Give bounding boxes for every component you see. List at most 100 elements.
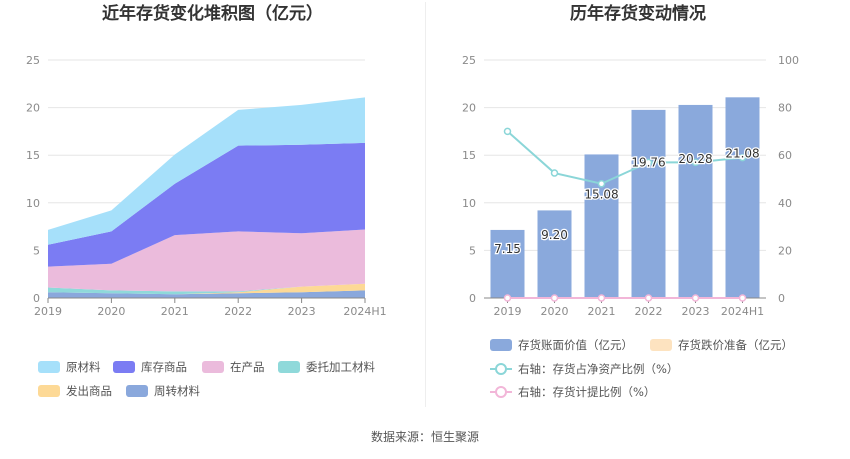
legend-item-book-value[interactable]: 存货账面价值（亿元） — [490, 337, 633, 353]
bar-label-0: 7.15 — [494, 242, 521, 256]
right-y-tick-0: 0 — [469, 292, 476, 305]
bar-label-5: 21.08 — [725, 147, 759, 161]
point-accrual-ratio-1 — [550, 294, 559, 302]
point-accrual-ratio-3 — [644, 294, 653, 302]
legend-label-raw: 原材料 — [66, 360, 101, 374]
left-x-tick-0: 2019 — [34, 305, 62, 318]
legend-item-wip[interactable]: 在产品 — [202, 359, 265, 375]
point-accrual-ratio-0 — [503, 294, 512, 302]
right-x-tick-1: 2020 — [541, 305, 569, 318]
legend-swatch-shipped — [38, 385, 60, 397]
legend-label-net-asset-ratio: 右轴：存货占净资产比例（%） — [518, 362, 679, 376]
legend-item-inventory[interactable]: 库存商品 — [113, 359, 187, 375]
legend-label-book-value: 存货账面价值（亿元） — [518, 338, 633, 352]
bar-label-2: 15.08 — [584, 188, 618, 202]
right-y-tick-5: 25 — [462, 54, 476, 67]
right-x-tick-3: 2022 — [635, 305, 663, 318]
bar-label-4: 20.28 — [678, 152, 712, 166]
bar-book-value-4 — [678, 104, 713, 298]
right-y-tick-1: 5 — [469, 244, 476, 257]
stacked-area-chart-panel: 近年存货变化堆积图（亿元） 0 5 10 15 20 25 2019 2020 2021 2022… — [0, 0, 425, 412]
legend-swatch-provision — [650, 339, 672, 351]
bar-label-3: 19.76 — [631, 156, 665, 170]
left-y-tick-5: 25 — [26, 54, 40, 67]
area-consign — [48, 283, 365, 295]
right-y2-tick-2: 40 — [778, 197, 792, 210]
left-x-tick-2: 2021 — [161, 305, 189, 318]
right-x-tick-4: 2023 — [682, 305, 710, 318]
point-net-asset-ratio-2 — [597, 180, 606, 188]
legend-swatch-accrual-ratio — [490, 386, 512, 398]
area-raw — [48, 97, 365, 245]
legend-label-consign: 委托加工材料 — [306, 360, 375, 374]
legend-item-accrual-ratio[interactable]: 右轴：存货计提比例（%） — [490, 384, 655, 400]
data-source-note: 数据来源：恒生聚源 — [370, 430, 479, 444]
panel-divider — [425, 2, 426, 407]
right-y2-tick-4: 80 — [778, 102, 792, 115]
point-accrual-ratio-5 — [738, 294, 747, 302]
stacked-area-chart: 0 5 10 15 20 25 2019 2020 2021 2022 2023 2024H1 — [26, 54, 387, 318]
legend-item-shipped[interactable]: 发出商品 — [38, 383, 112, 399]
left-chart-legend: 原材料 库存商品 在产品 委托加工材料 发出商品 周转材料 — [0, 0, 425, 412]
right-y2-tick-3: 60 — [778, 149, 792, 162]
point-net-asset-ratio-0 — [503, 127, 512, 136]
bar-line-chart: 0 5 10 15 20 25 0 20 40 60 80 100 2019 2020 2021 2022 20… — [462, 54, 799, 318]
bar-book-value-0 — [490, 229, 525, 298]
legend-label-turnover: 周转材料 — [154, 384, 200, 398]
left-y-tick-1: 5 — [33, 244, 40, 257]
point-net-asset-ratio-3 — [644, 158, 653, 167]
left-y-tick-2: 10 — [26, 197, 40, 210]
area-wip — [48, 229, 365, 292]
legend-swatch-net-asset-ratio — [490, 363, 512, 375]
right-y2-tick-0: 0 — [778, 292, 785, 305]
legend-label-shipped: 发出商品 — [66, 384, 112, 398]
legend-swatch-turnover — [126, 385, 148, 397]
right-chart-legend: 存货账面价值（亿元） 存货跌价准备（亿元） 右轴：存货占净资产比例（%） 右轴：… — [426, 0, 850, 412]
right-y2-tick-5: 100 — [778, 54, 799, 67]
legend-item-net-asset-ratio[interactable]: 右轴：存货占净资产比例（%） — [490, 361, 678, 377]
left-x-tick-1: 2020 — [97, 305, 125, 318]
left-y-tick-3: 15 — [26, 149, 40, 162]
legend-swatch-book-value — [490, 339, 512, 351]
point-net-asset-ratio-5 — [738, 153, 747, 162]
legend-swatch-inventory — [113, 361, 135, 373]
legend-label-inventory: 库存商品 — [141, 360, 187, 374]
legend-swatch-consign — [278, 361, 300, 373]
area-turnover — [48, 290, 365, 298]
right-y2-tick-1: 20 — [778, 244, 792, 257]
legend-swatch-wip — [202, 361, 224, 373]
legend-label-accrual-ratio: 右轴：存货计提比例（%） — [518, 385, 656, 399]
point-accrual-ratio-4 — [691, 294, 700, 302]
right-y-tick-2: 10 — [462, 197, 476, 210]
legend-item-raw[interactable]: 原材料 — [38, 359, 101, 375]
legend-label-provision: 存货跌价准备（亿元） — [678, 338, 793, 352]
bar-book-value-1 — [537, 210, 572, 298]
point-net-asset-ratio-4 — [691, 158, 700, 167]
legend-item-turnover[interactable]: 周转材料 — [126, 383, 200, 399]
point-net-asset-ratio-1 — [550, 169, 559, 177]
line-net-asset-ratio — [506, 130, 743, 185]
left-y-tick-0: 0 — [33, 292, 40, 305]
right-y-tick-3: 15 — [462, 149, 476, 162]
bar-book-value-5 — [725, 97, 760, 299]
bar-line-chart-panel: 历年存货变动情况 0 5 10 15 20 25 0 20 40 60 80 100 2019 2020 2… — [426, 0, 850, 412]
right-chart-title: 历年存货变动情况 — [570, 4, 706, 24]
left-y-tick-4: 20 — [26, 102, 40, 115]
legend-label-wip: 在产品 — [230, 360, 265, 374]
right-x-tick-5: 2024H1 — [721, 305, 764, 318]
left-x-tick-5: 2024H1 — [343, 305, 386, 318]
bar-book-value-3 — [631, 109, 666, 298]
bar-label-1: 9.20 — [541, 228, 568, 242]
legend-item-provision[interactable]: 存货跌价准备（亿元） — [650, 337, 793, 353]
left-chart-title: 近年存货变化堆积图（亿元） — [102, 4, 323, 24]
left-x-tick-3: 2022 — [224, 305, 252, 318]
area-inventory — [48, 142, 365, 267]
right-x-tick-0: 2019 — [494, 305, 522, 318]
legend-item-consign[interactable]: 委托加工材料 — [278, 359, 375, 375]
right-x-tick-2: 2021 — [588, 305, 616, 318]
legend-swatch-raw — [38, 361, 60, 373]
area-shipped — [48, 283, 365, 295]
left-x-tick-4: 2023 — [288, 305, 316, 318]
point-accrual-ratio-2 — [597, 294, 606, 302]
right-y-tick-4: 20 — [462, 102, 476, 115]
